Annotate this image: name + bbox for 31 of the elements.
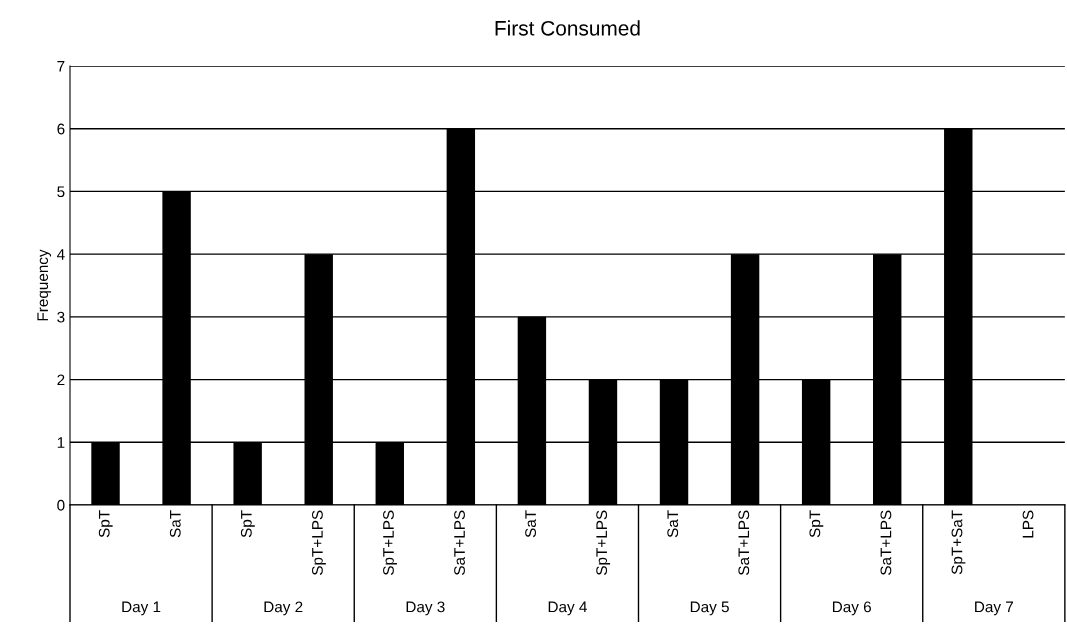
x-tick-label: SpT+SaT <box>951 510 966 575</box>
chart-title: First Consumed <box>495 20 640 36</box>
x-tick-label: SaT+LPS <box>880 510 892 575</box>
x-tick-label: SaT <box>169 510 181 538</box>
x-tick-label: SaT+LPS <box>738 510 750 575</box>
x-tick-label: SpT <box>98 510 113 538</box>
x-tick-label: SpT <box>240 510 255 538</box>
y-tick-label: 6 <box>57 123 65 135</box>
y-tick-label: 5 <box>57 186 65 198</box>
x-tick-label: SpT+LPS <box>383 510 397 575</box>
x-tick-label: SaT <box>525 510 536 538</box>
x-tick-label: LPS <box>1022 510 1034 538</box>
text: Day 4 <box>548 601 587 616</box>
y-tick-label: 0 <box>57 499 65 511</box>
x-tick-label: SpT+LPS <box>312 510 326 575</box>
x-tick-label: SaT+LPS <box>454 510 465 575</box>
x-tick-label: SpT <box>809 510 824 538</box>
y-tick-label: 2 <box>57 374 65 386</box>
y-tick-label: 1 <box>57 437 65 448</box>
text: Day 3 <box>406 601 445 616</box>
y-tick-label: 3 <box>57 311 65 323</box>
text: Day 7 <box>975 601 1013 616</box>
x-tick-label: SpT+LPS <box>596 510 611 575</box>
x-tick-label: SaT <box>667 510 679 538</box>
text: Day 1 <box>122 601 161 616</box>
text: Day 6 <box>832 601 871 616</box>
y-tick-label: 7 <box>57 61 65 72</box>
text: Day 2 <box>264 601 303 616</box>
y-tick-label: 4 <box>56 249 65 260</box>
y-axis-title: Frequency <box>37 249 52 321</box>
text: Day 5 <box>690 601 729 616</box>
